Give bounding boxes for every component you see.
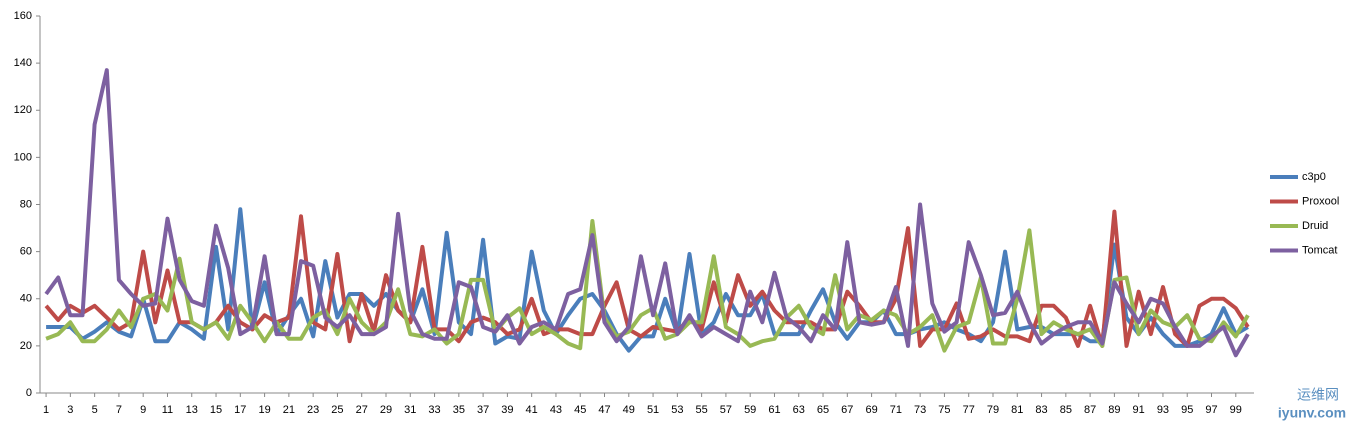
watermark-name: 运维网: [1297, 387, 1339, 403]
x-tick-label: 31: [404, 404, 416, 416]
x-tick-label: 41: [526, 404, 538, 416]
x-tick-label: 21: [283, 404, 295, 416]
legend-label: Druid: [1302, 220, 1328, 232]
y-tick-label: 40: [20, 293, 32, 305]
x-tick-label: 65: [817, 404, 829, 416]
x-tick-label: 13: [186, 404, 198, 416]
x-tick-label: 89: [1108, 404, 1120, 416]
x-tick-label: 17: [234, 404, 246, 416]
x-tick-label: 49: [623, 404, 635, 416]
x-tick-label: 77: [963, 404, 975, 416]
x-tick-label: 99: [1230, 404, 1242, 416]
x-tick-label: 95: [1181, 404, 1193, 416]
x-tick-label: 7: [116, 404, 122, 416]
x-tick-label: 45: [574, 404, 586, 416]
y-tick-label: 120: [14, 104, 32, 116]
x-tick-label: 57: [720, 404, 732, 416]
x-tick-label: 79: [987, 404, 999, 416]
x-tick-label: 75: [938, 404, 950, 416]
x-tick-label: 19: [258, 404, 270, 416]
y-tick-label: 20: [20, 340, 32, 352]
x-tick-label: 61: [768, 404, 780, 416]
y-tick-label: 140: [14, 57, 32, 69]
x-tick-label: 3: [67, 404, 73, 416]
x-tick-label: 69: [865, 404, 877, 416]
x-tick-label: 15: [210, 404, 222, 416]
x-tick-label: 43: [550, 404, 562, 416]
x-tick-label: 73: [914, 404, 926, 416]
x-tick-label: 55: [696, 404, 708, 416]
series-line: [45, 219, 1250, 353]
x-tick-label: 25: [331, 404, 343, 416]
series-line: [44, 68, 1250, 358]
x-tick-label: 11: [162, 404, 173, 416]
legend-label: Proxool: [1302, 195, 1339, 207]
x-tick-label: 53: [671, 404, 683, 416]
y-tick-label: 80: [20, 198, 32, 210]
x-tick-label: 63: [793, 404, 805, 416]
x-tick-label: 29: [380, 404, 392, 416]
x-tick-label: 93: [1157, 404, 1169, 416]
legend-label: c3p0: [1302, 171, 1326, 183]
legend-label: Tomcat: [1302, 244, 1337, 256]
series-line: [44, 209, 1250, 348]
watermark-url: iyunv.com: [1278, 405, 1346, 421]
x-tick-label: 1: [43, 404, 49, 416]
x-tick-label: 5: [92, 404, 98, 416]
x-tick-label: 81: [1011, 404, 1023, 416]
x-tick-label: 83: [1035, 404, 1047, 416]
x-tick-label: 67: [841, 404, 853, 416]
y-tick-label: 100: [14, 151, 32, 163]
x-tick-label: 35: [453, 404, 465, 416]
x-tick-label: 37: [477, 404, 489, 416]
x-tick-label: 33: [428, 404, 440, 416]
x-tick-label: 47: [598, 404, 610, 416]
x-tick-label: 39: [501, 404, 513, 416]
x-tick-label: 9: [140, 404, 146, 416]
x-tick-label: 51: [647, 404, 659, 416]
y-tick-label: 0: [26, 387, 32, 399]
x-tick-label: 91: [1133, 404, 1145, 416]
y-tick-label: 160: [14, 10, 32, 22]
x-tick-label: 27: [356, 404, 368, 416]
x-tick-label: 59: [744, 404, 756, 416]
x-tick-label: 97: [1205, 404, 1217, 416]
x-tick-label: 87: [1084, 404, 1096, 416]
y-tick-label: 60: [20, 246, 32, 258]
x-tick-label: 71: [890, 404, 902, 416]
x-tick-label: 23: [307, 404, 319, 416]
x-tick-label: 85: [1060, 404, 1072, 416]
